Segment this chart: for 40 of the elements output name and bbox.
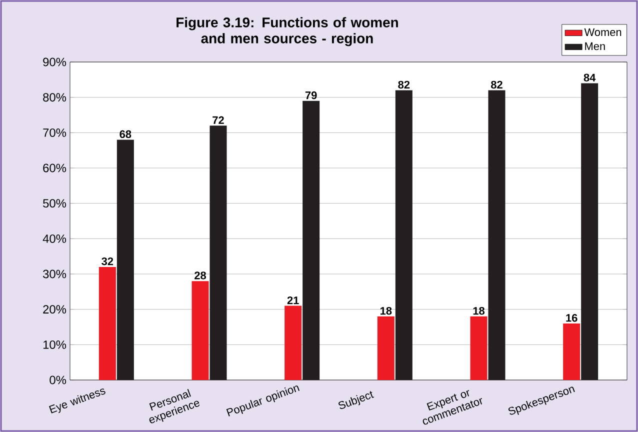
data-label: 82 (398, 80, 410, 89)
data-label: 21 (287, 296, 299, 304)
data-label: 72 (212, 116, 224, 124)
bar (116, 140, 134, 380)
data-label: 82 (491, 80, 502, 89)
y-tick-label: 80% (43, 93, 66, 102)
bar (395, 90, 412, 380)
data-label: 79 (305, 91, 317, 100)
y-tick-label: 40% (42, 234, 66, 243)
data-label: 84 (584, 74, 596, 82)
y-tick-label: 0% (50, 376, 66, 384)
y-tick-label: 70% (43, 128, 66, 137)
y-tick-label: 30% (43, 270, 66, 278)
x-tick-label: Subject (338, 391, 374, 409)
bar (98, 266, 116, 380)
chart-title: Figure 3.19: Functions of women and men sources - region (176, 17, 398, 46)
legend-label: Women (584, 28, 622, 36)
y-tick-label: 90% (43, 58, 66, 66)
bar (563, 323, 580, 380)
bar (488, 90, 506, 380)
bar (302, 100, 320, 380)
bar (377, 316, 394, 380)
data-label: 18 (473, 306, 484, 315)
x-tick-label: Eye witness (49, 388, 106, 414)
data-label: 28 (194, 272, 206, 280)
x-tick-label: Popular opinion (226, 386, 300, 416)
data-label: 32 (102, 257, 114, 266)
bar (581, 83, 598, 380)
bar (470, 316, 488, 380)
bar (284, 306, 302, 380)
y-tick-label: 50% (43, 199, 66, 208)
y-tick-label: 60% (43, 164, 66, 172)
data-label: 18 (380, 306, 392, 315)
legend-label: Men (585, 42, 605, 50)
y-tick-label: 20% (43, 305, 66, 314)
y-tick-label: 10% (43, 340, 66, 349)
bar (192, 281, 209, 380)
data-label: 16 (566, 314, 578, 322)
bar (210, 126, 227, 380)
data-label: 68 (120, 130, 132, 138)
